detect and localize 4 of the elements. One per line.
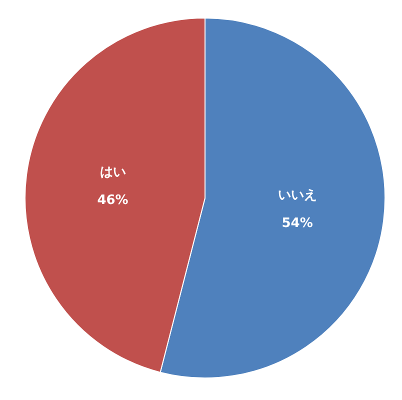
data-label: 46% bbox=[97, 192, 128, 208]
slice-label: いいえ bbox=[278, 188, 317, 204]
slice-label: はい bbox=[100, 164, 126, 180]
data-label: 54% bbox=[282, 216, 313, 232]
